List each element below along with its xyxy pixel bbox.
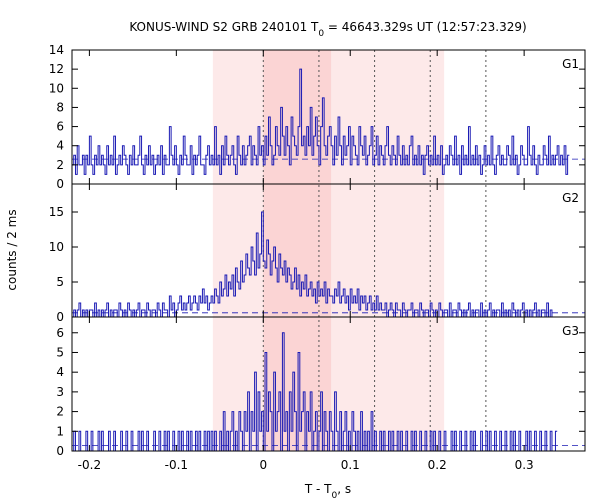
panel-label-g3: G3: [562, 324, 579, 338]
x-tick-label: -0.2: [78, 458, 101, 472]
y-tick-label: 10: [49, 81, 64, 95]
y-tick-label: 2: [56, 405, 64, 419]
x-tick-label: -0.1: [165, 458, 188, 472]
panel-label-g2: G2: [562, 191, 579, 205]
y-tick-label: 0: [56, 177, 64, 191]
y-axis-label: counts / 2 ms: [5, 209, 19, 290]
y-tick-label: 8: [56, 100, 64, 114]
y-tick-label: 4: [56, 139, 64, 153]
panel-label-g1: G1: [562, 57, 579, 71]
y-tick-label: 0: [56, 310, 64, 324]
panel-frame: [71, 316, 586, 452]
chart-title: KONUS-WIND S2 GRB 240101 T0 = 46643.329s…: [129, 20, 526, 39]
y-tick-label: 4: [56, 365, 64, 379]
y-tick-label: 0: [56, 444, 64, 458]
x-tick-label: 0: [259, 458, 267, 472]
lightcurve-step-g1: [72, 68, 570, 175]
y-tick-label: 6: [56, 326, 64, 340]
y-tick-label: 3: [56, 385, 64, 399]
y-tick-label: 5: [56, 275, 64, 289]
y-tick-label: 5: [56, 345, 64, 359]
shaded-interval-inner: [263, 50, 332, 451]
y-tick-label: 15: [49, 205, 64, 219]
x-tick-label: 0.1: [341, 458, 360, 472]
y-tick-label: 12: [49, 62, 64, 76]
y-tick-label: 14: [49, 43, 64, 57]
y-tick-label: 6: [56, 120, 64, 134]
y-tick-label: 1: [56, 424, 64, 438]
x-axis-label: T - T0, s: [304, 482, 351, 500]
lightcurve-step-g2: [72, 211, 554, 318]
x-tick-label: 0.3: [515, 458, 534, 472]
y-tick-label: 2: [56, 158, 64, 172]
y-tick-label: 10: [49, 240, 64, 254]
x-tick-label: 0.2: [428, 458, 447, 472]
